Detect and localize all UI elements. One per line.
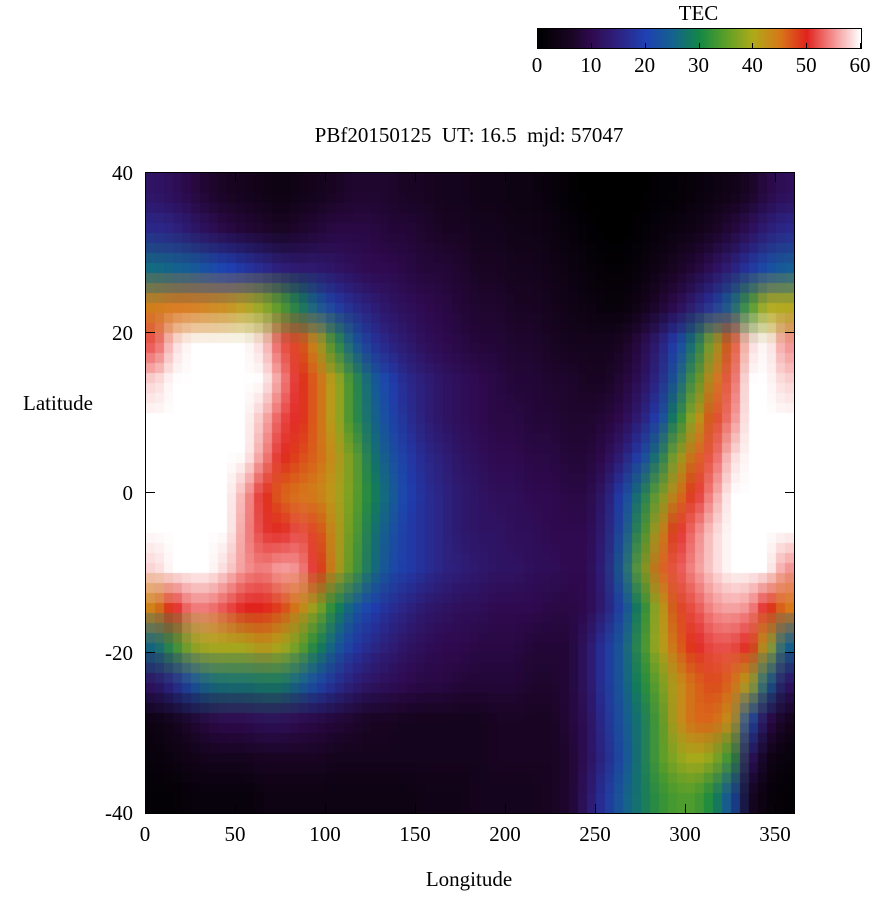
y-tick-mark <box>785 812 794 813</box>
x-tick-mark <box>685 173 686 182</box>
x-tick-label: 350 <box>759 822 791 846</box>
colorbar-tick-label: 40 <box>741 53 763 77</box>
x-tick-mark <box>415 173 416 182</box>
colorbar-tick-label: 60 <box>849 53 871 77</box>
colorbar-tick-mark <box>806 43 808 48</box>
x-tick-mark <box>505 804 506 813</box>
x-tick-label: 50 <box>224 822 246 846</box>
y-tick-label: -20 <box>105 641 133 665</box>
x-tick-label: 150 <box>399 822 431 846</box>
x-tick-mark <box>775 804 776 813</box>
y-tick-mark <box>146 652 155 653</box>
y-tick-mark <box>785 332 794 333</box>
x-tick-label: 100 <box>309 822 341 846</box>
y-tick-mark <box>785 652 794 653</box>
colorbar-tick-mark <box>644 43 646 48</box>
colorbar-tick-label: 20 <box>634 53 656 77</box>
x-tick-mark <box>595 173 596 182</box>
colorbar-title: TEC <box>678 1 719 25</box>
x-tick-label: 200 <box>489 822 521 846</box>
x-tick-mark <box>415 804 416 813</box>
colorbar-tick-label: 0 <box>531 53 543 77</box>
x-tick-mark <box>235 173 236 182</box>
y-tick-mark <box>785 172 794 173</box>
y-tick-mark <box>785 492 794 493</box>
chart-title: PBf20150125 UT: 16.5 mjd: 57047 <box>314 123 624 147</box>
x-tick-mark <box>235 804 236 813</box>
colorbar-tick-mark <box>698 43 700 48</box>
x-tick-mark <box>775 173 776 182</box>
y-tick-label: -40 <box>105 801 133 825</box>
y-tick-label: 20 <box>112 321 133 345</box>
x-tick-mark <box>685 804 686 813</box>
x-tick-label: 0 <box>139 822 151 846</box>
heatmap-canvas <box>146 173 794 813</box>
x-tick-mark <box>325 804 326 813</box>
plot-area <box>145 172 795 814</box>
y-tick-mark <box>146 812 155 813</box>
y-tick-mark <box>146 492 155 493</box>
y-tick-label: 40 <box>112 161 133 185</box>
colorbar-tick-mark <box>860 43 861 48</box>
x-tick-label: 300 <box>669 822 701 846</box>
colorbar-tick-label: 50 <box>795 53 817 77</box>
y-tick-label: 0 <box>122 481 134 505</box>
x-tick-mark <box>145 173 146 182</box>
x-tick-mark <box>595 804 596 813</box>
x-axis-label: Longitude <box>425 867 513 891</box>
colorbar-gradient <box>538 29 861 48</box>
colorbar-tick-label: 30 <box>688 53 709 77</box>
x-tick-mark <box>145 804 146 813</box>
colorbar <box>537 28 862 49</box>
y-axis-label: Latitude <box>23 391 93 415</box>
y-tick-mark <box>146 332 155 333</box>
colorbar-tick-mark <box>752 43 754 48</box>
y-tick-mark <box>146 172 155 173</box>
x-tick-mark <box>325 173 326 182</box>
colorbar-tick-label: 10 <box>580 53 602 77</box>
colorbar-tick-mark <box>590 43 592 48</box>
x-tick-mark <box>505 173 506 182</box>
colorbar-tick-mark <box>537 43 538 48</box>
x-tick-label: 250 <box>579 822 611 846</box>
